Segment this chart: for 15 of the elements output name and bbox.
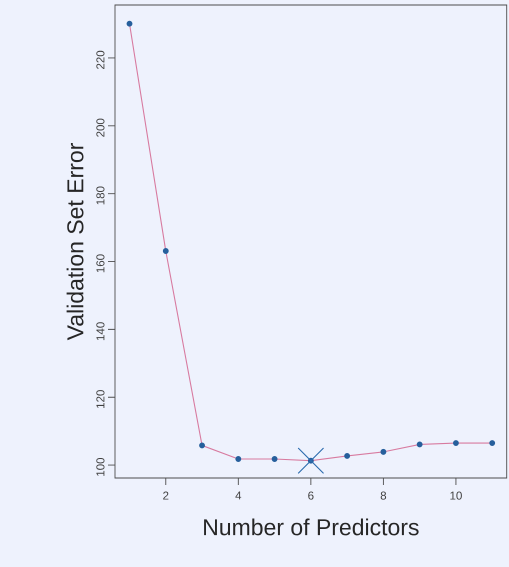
y-tick-label: 220 [96,50,104,69]
x-axis-title: Number of Predictors [204,518,419,536]
x-tick-label: 2 [163,492,168,500]
x-tick-label: 4 [235,492,242,500]
y-tick-label: 140 [96,322,104,340]
y-tick-label: 100 [96,458,104,476]
x-tick-label: 8 [380,492,386,500]
point [298,447,324,474]
y-tick-label: 180 [96,186,104,204]
x-tick-label: 6 [308,492,314,500]
y-tick-label: 160 [96,254,104,272]
y-tick-label: 200 [96,118,104,137]
x-tick-label: 10 [450,492,462,500]
y-tick-label: 120 [96,390,104,408]
y-axis-title: Validation Set Error [66,143,84,340]
